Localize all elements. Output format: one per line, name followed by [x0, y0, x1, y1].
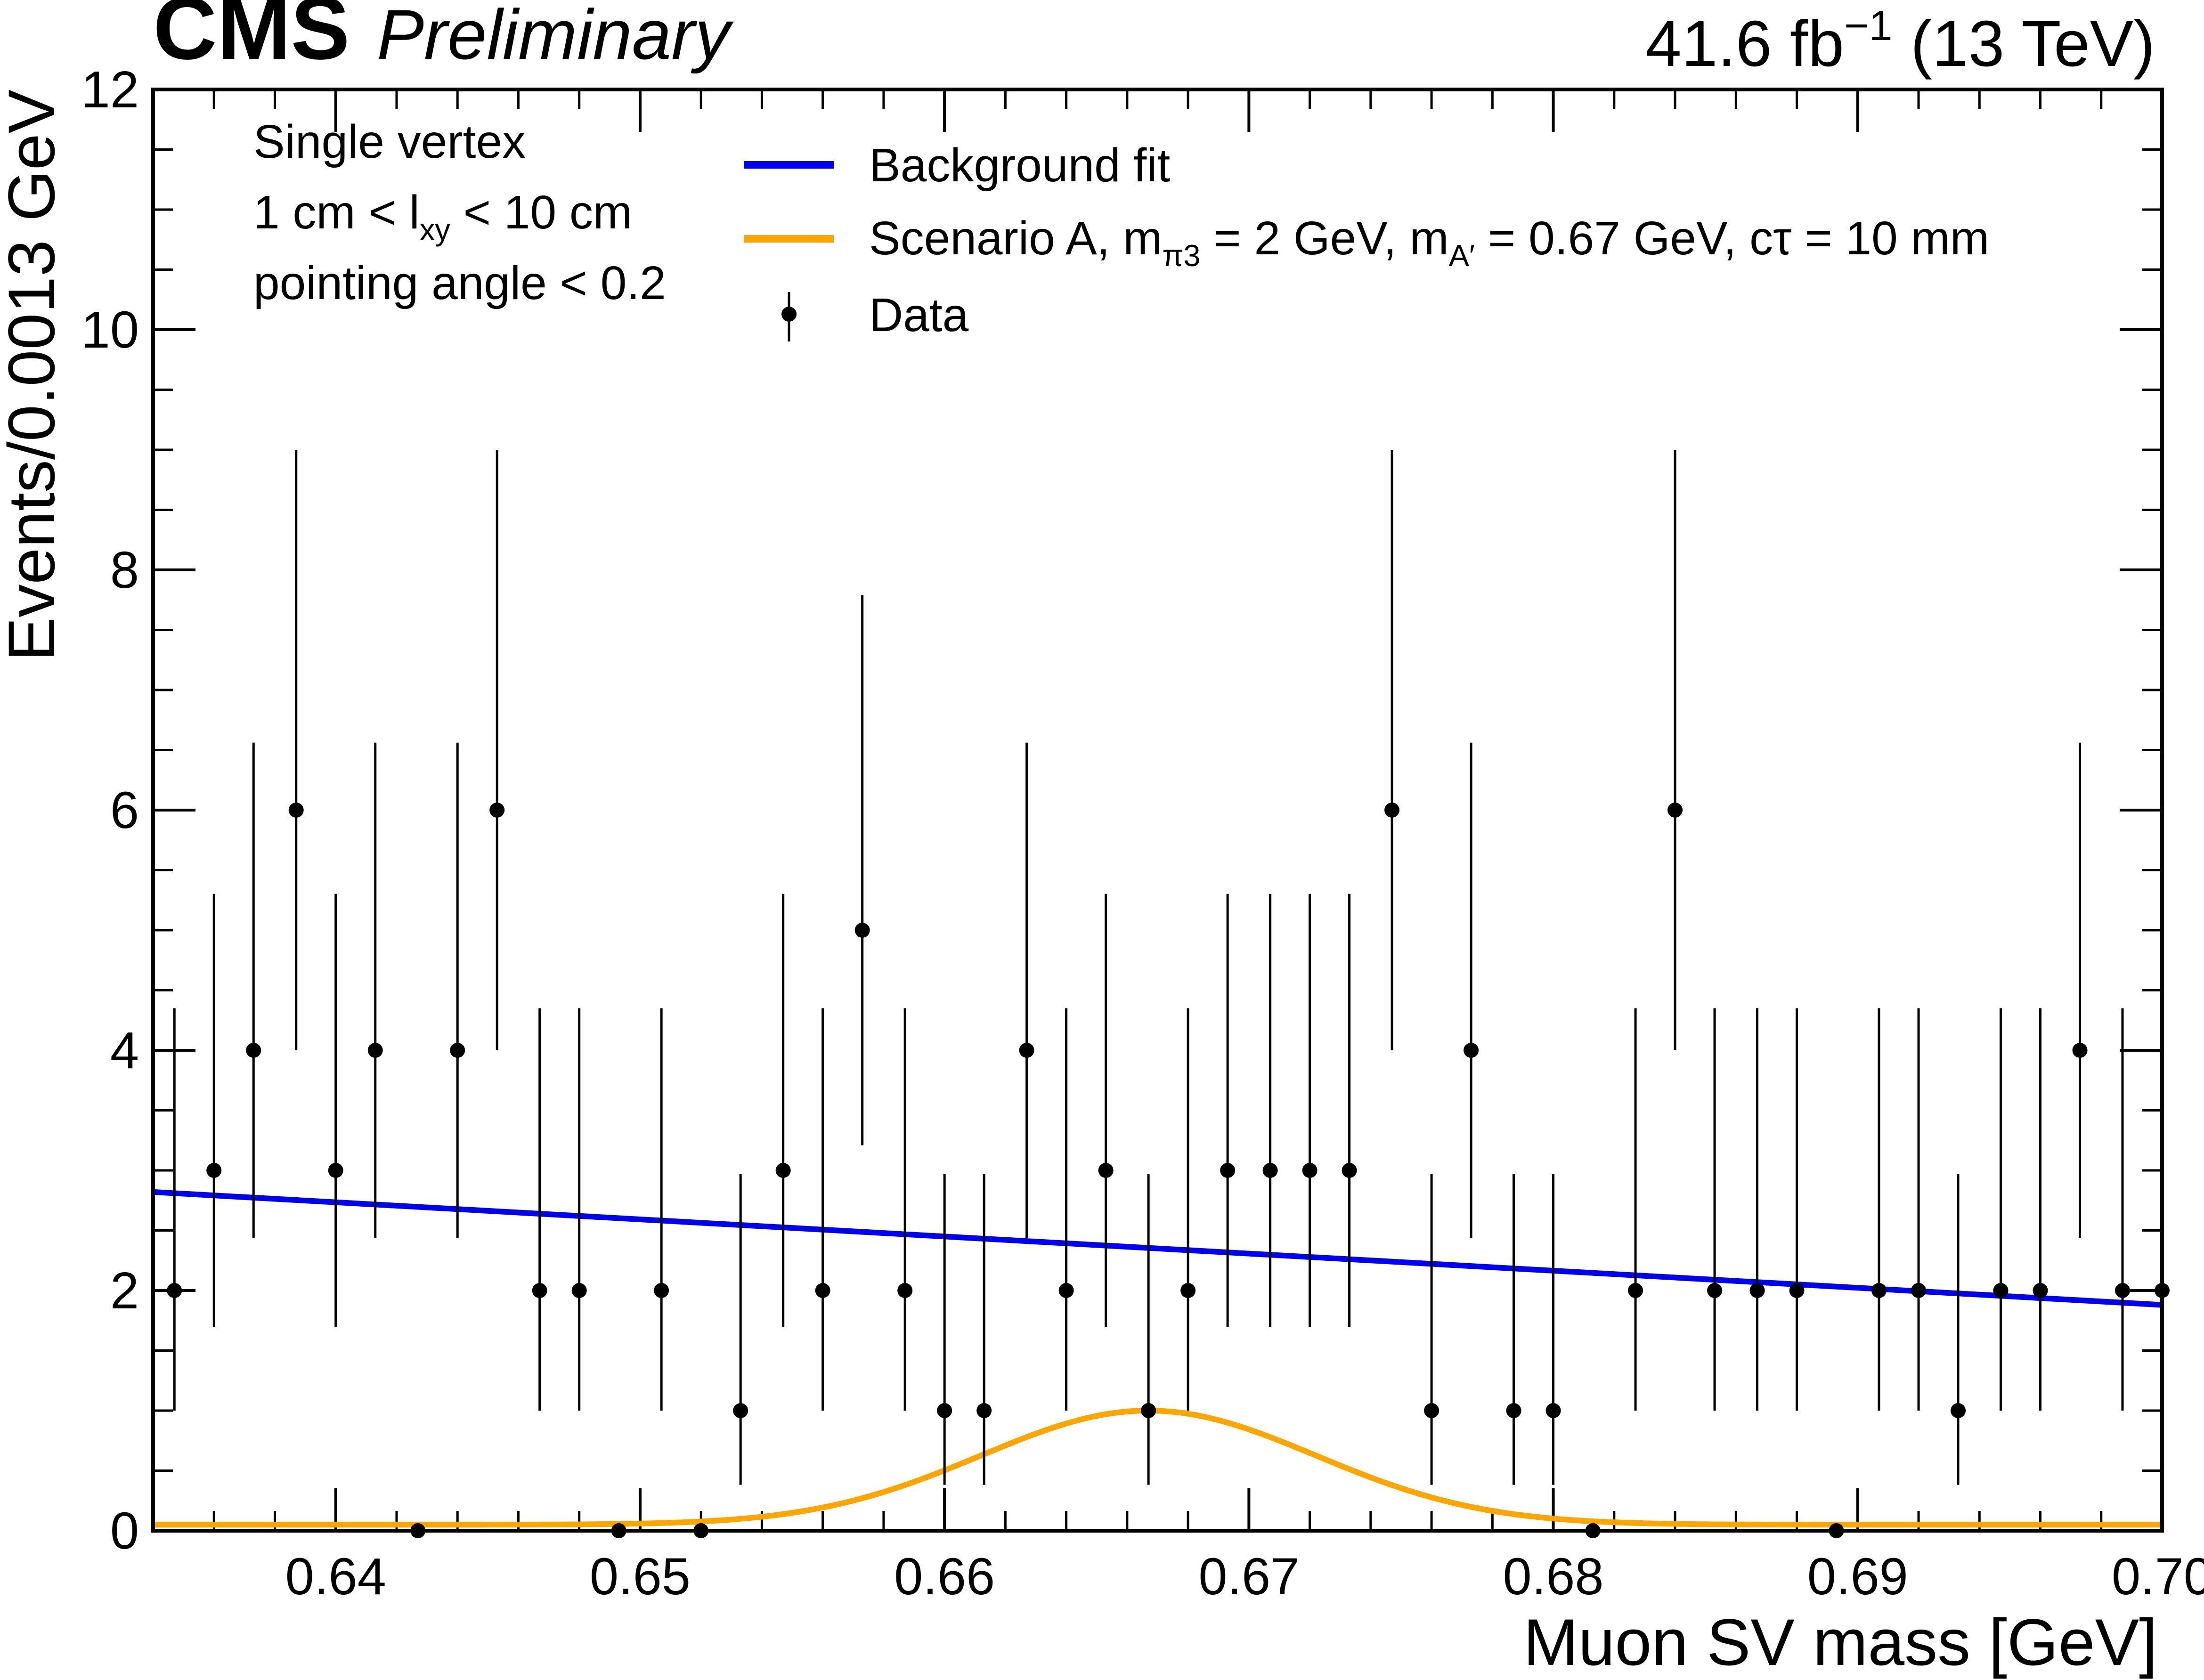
legend-background-label: Background fit: [869, 139, 1170, 192]
data-point: [571, 1283, 587, 1298]
data-point: [1424, 1403, 1440, 1418]
data-point: [367, 1043, 383, 1058]
background-fit-line: [153, 1189, 2163, 1308]
x-tick-label: 0.66: [894, 1548, 995, 1606]
data-point: [328, 1163, 343, 1178]
data-point: [2072, 1043, 2088, 1058]
data-point: [897, 1283, 913, 1298]
data-point: [1019, 1043, 1034, 1058]
data-point: [1464, 1043, 1479, 1058]
data-point: [1262, 1163, 1278, 1178]
x-tick-label: 0.67: [1198, 1548, 1299, 1606]
data-point: [1180, 1283, 1196, 1298]
y-axis-label: Events/0.0013 GeV: [0, 89, 68, 661]
y-tick-label: 8: [110, 541, 139, 599]
data-point: [1993, 1283, 2009, 1298]
data-point: [854, 923, 870, 938]
x-tick-label: 0.64: [285, 1548, 386, 1606]
x-tick-label: 0.70: [2112, 1548, 2204, 1606]
data-point: [1707, 1283, 1723, 1298]
y-tick-label: 10: [81, 301, 139, 359]
x-tick-labels: 0.64 0.65 0.66 0.67 0.68 0.69 0.70: [285, 1548, 2204, 1606]
data-point: [654, 1283, 669, 1298]
legend: Background fit Scenario A, mπ3 = 2 GeV, …: [744, 139, 1989, 341]
preliminary-label: Preliminary: [377, 0, 734, 74]
data-points-group: [167, 450, 2170, 1538]
data-point: [1545, 1403, 1561, 1418]
data-point: [1667, 803, 1683, 818]
data-point: [815, 1283, 830, 1298]
data-point: [1302, 1163, 1318, 1178]
axis-ticks: [152, 88, 2163, 1532]
data-point: [167, 1283, 182, 1298]
x-tick-label: 0.68: [1503, 1548, 1604, 1606]
data-point: [937, 1403, 952, 1418]
x-axis-label: Muon SV mass [GeV]: [1523, 1605, 2157, 1679]
data-point: [2033, 1283, 2048, 1298]
x-tick-label: 0.69: [1807, 1548, 1908, 1606]
data-point: [489, 803, 505, 818]
cms-logo: CMS: [153, 0, 350, 78]
data-point: [1628, 1283, 1643, 1298]
data-point: [1506, 1403, 1521, 1418]
data-point: [1749, 1283, 1765, 1298]
data-point: [288, 803, 304, 818]
y-tick-label: 4: [110, 1022, 139, 1079]
data-point: [1384, 803, 1400, 818]
data-point: [1871, 1283, 1887, 1298]
data-point: [1220, 1163, 1236, 1178]
plot-frame: [151, 88, 2164, 1533]
data-point: [1141, 1403, 1156, 1418]
y-tick-label: 2: [110, 1262, 139, 1320]
data-point: [450, 1043, 465, 1058]
annotation-pointing-angle: pointing angle < 0.2: [253, 257, 666, 309]
annotation-single-vertex: Single vertex: [253, 115, 526, 168]
lumi-label: 41.6 fb−1 (13 TeV): [1645, 2, 2155, 80]
data-point: [1098, 1163, 1114, 1178]
x-tick-label: 0.65: [590, 1548, 691, 1606]
data-point: [1058, 1283, 1074, 1298]
signal-curve: [153, 1407, 2162, 1528]
data-point: [532, 1283, 547, 1298]
y-tick-labels: 0 2 4 6 8 10 12: [81, 61, 139, 1560]
data-point: [1789, 1283, 1805, 1298]
signal-curve-group: [153, 1407, 2162, 1528]
annotation-lxy: 1 cm < lxy < 10 cm: [253, 186, 632, 247]
data-point: [775, 1163, 791, 1178]
y-tick-label: 0: [110, 1502, 139, 1560]
data-point: [976, 1403, 992, 1418]
data-point: [1911, 1283, 1927, 1298]
data-point: [206, 1163, 222, 1178]
data-point: [1342, 1163, 1357, 1178]
y-tick-label: 6: [110, 781, 139, 839]
background-fit-group: [153, 1189, 2163, 1308]
data-point: [2115, 1283, 2130, 1298]
legend-data-marker: [781, 307, 797, 322]
legend-data-label: Data: [869, 289, 969, 341]
y-tick-label: 12: [81, 61, 139, 119]
data-point: [733, 1403, 748, 1418]
data-point: [246, 1043, 261, 1058]
data-point: [1951, 1403, 1966, 1418]
legend-signal-label: Scenario A, mπ3 = 2 GeV, mA′ = 0.67 GeV,…: [869, 212, 1989, 273]
